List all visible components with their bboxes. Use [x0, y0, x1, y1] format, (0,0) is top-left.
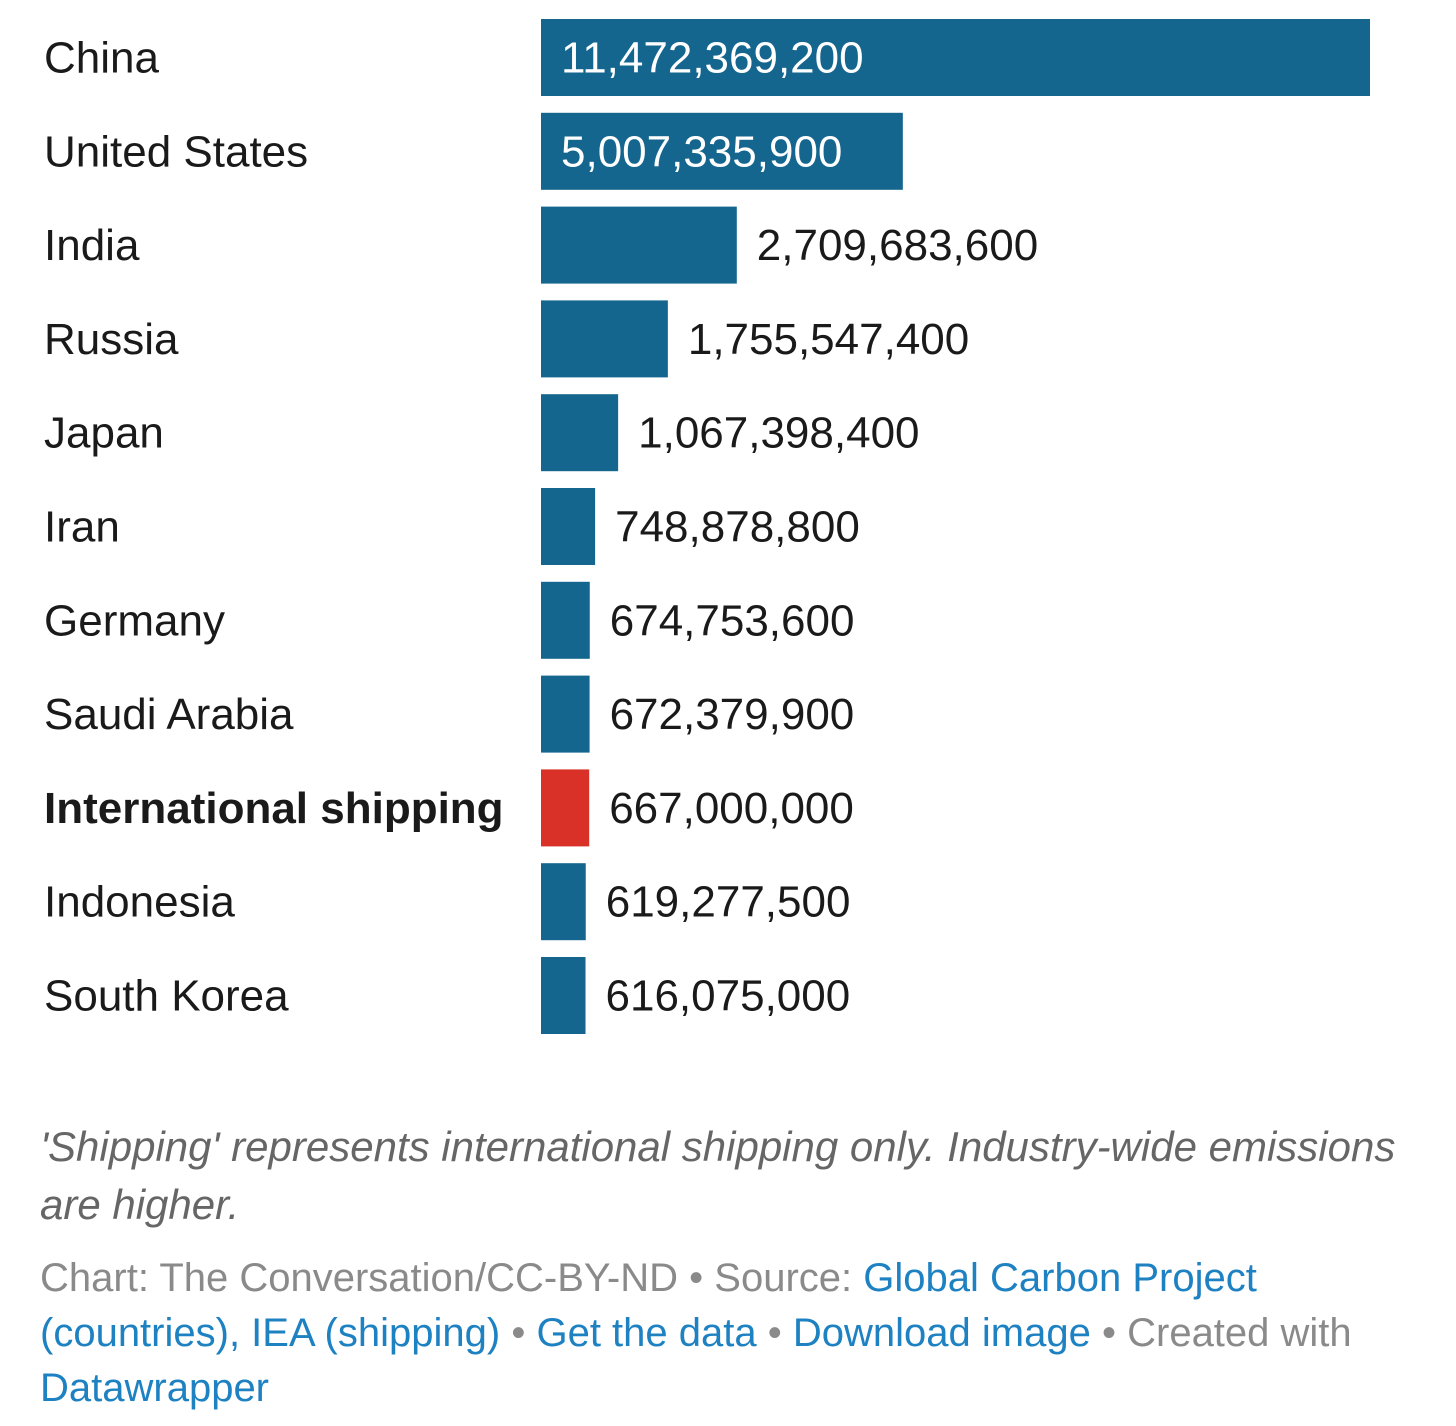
separator-dot: •	[511, 1311, 526, 1355]
source-link[interactable]: Global Carbon Project (countries), IEA (…	[40, 1256, 1257, 1355]
category-label-iran: Iran	[44, 503, 120, 552]
value-label-russia: 1,755,547,400	[688, 315, 969, 364]
value-label-iran: 748,878,800	[615, 503, 860, 552]
get-the-data-link[interactable]: Get the data	[536, 1311, 757, 1355]
created-with-text: Created with	[1127, 1311, 1352, 1355]
source-prefix: Source:	[714, 1256, 853, 1300]
bar-russia	[541, 300, 668, 378]
category-label-indonesia: Indonesia	[44, 878, 235, 927]
separator-dot: •	[1101, 1311, 1116, 1355]
category-label-japan: Japan	[44, 409, 164, 458]
bar-international-shipping	[541, 769, 590, 847]
separator-dot: •	[689, 1256, 704, 1300]
value-label-germany: 674,753,600	[610, 596, 855, 645]
bar-united-states	[541, 112, 903, 190]
value-label-united-states: 5,007,335,900	[561, 127, 842, 176]
value-label-south-korea: 616,075,000	[606, 972, 851, 1021]
value-label-china: 11,472,369,200	[561, 34, 864, 83]
download-image-link[interactable]: Download image	[792, 1311, 1091, 1355]
category-label-international-shipping: International shipping	[44, 784, 504, 833]
bar-japan	[541, 394, 619, 472]
value-label-india: 2,709,683,600	[757, 221, 1038, 270]
bar-chart: China 11,472,369,200 United States 5,007,33…	[44, 19, 1370, 1034]
category-label-united-states: United States	[44, 127, 308, 176]
datawrapper-link[interactable]: Datawrapper	[40, 1366, 270, 1410]
category-label-south-korea: South Korea	[44, 972, 289, 1021]
bar-iran	[541, 488, 596, 565]
category-label-saudi-arabia: Saudi Arabia	[44, 690, 294, 739]
bar-indonesia	[541, 863, 586, 941]
category-label-russia: Russia	[44, 315, 179, 364]
bar-saudi-arabia	[541, 675, 590, 753]
value-label-japan: 1,067,398,400	[638, 409, 919, 458]
value-label-indonesia: 619,277,500	[606, 878, 851, 927]
category-label-germany: Germany	[44, 596, 225, 645]
value-label-saudi-arabia: 672,379,900	[610, 690, 855, 739]
bar-germany	[541, 581, 590, 659]
bar-china	[541, 19, 1370, 96]
bar-india	[541, 206, 737, 284]
bar-south-korea	[541, 957, 586, 1034]
chart-note: 'Shipping' represents international ship…	[40, 1123, 1396, 1228]
category-label-india: India	[44, 221, 140, 270]
chart-credit-text: Chart: The Conversation/CC-BY-ND	[40, 1256, 679, 1300]
value-label-international-shipping: 667,000,000	[609, 784, 854, 833]
separator-dot: •	[767, 1311, 782, 1355]
category-label-china: China	[44, 34, 159, 83]
chart-credits: Chart: The Conversation/CC-BY-ND • Sourc…	[40, 1251, 1440, 1416]
